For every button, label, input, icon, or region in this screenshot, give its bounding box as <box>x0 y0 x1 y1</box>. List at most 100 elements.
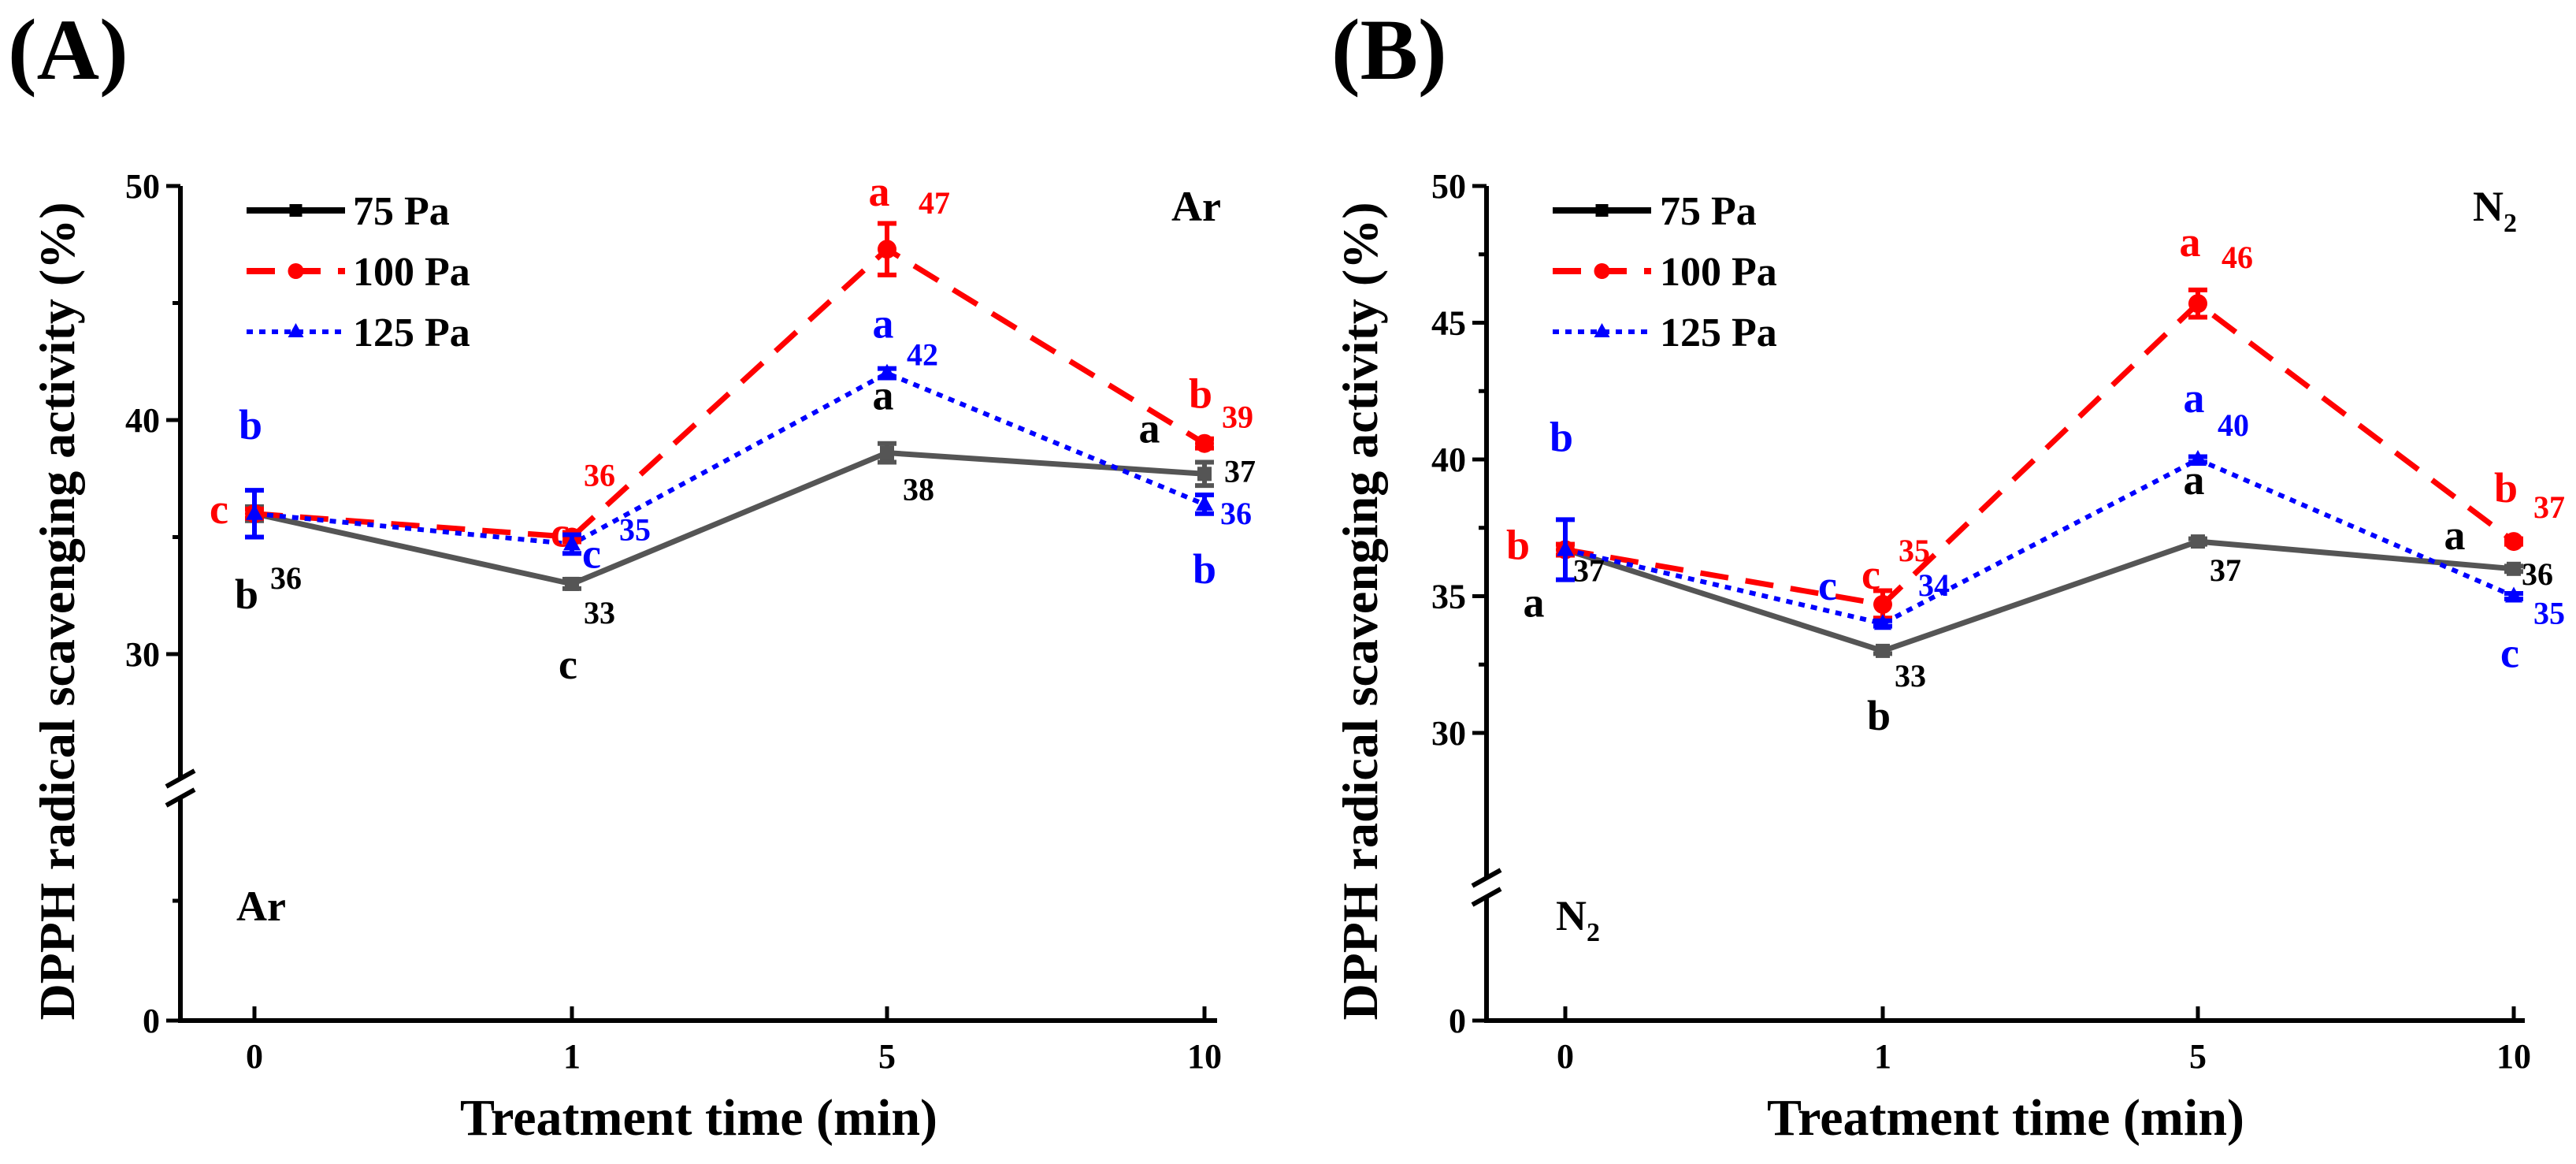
significance-letter: a <box>2184 374 2205 422</box>
x-axis-title: Treatment time (min) <box>460 1089 937 1147</box>
significance-letter: a <box>1139 404 1160 452</box>
axis-break-mark <box>165 768 196 808</box>
significance-letter: a <box>2444 511 2466 559</box>
significance-letter: b <box>1550 414 1573 461</box>
data-point-100-pa <box>2188 294 2207 314</box>
legend-label: 100 Pa <box>353 250 470 295</box>
data-label: 39 <box>1222 400 1253 435</box>
series-line-100-pa <box>254 245 1206 541</box>
chart-panel-0: (A) 0 30 40 50 0 1 5 10 Treatment time (min) DPPH … <box>8 2 1256 1147</box>
x-tick-label: 5 <box>878 1037 896 1076</box>
data-point-125-pa <box>878 363 896 380</box>
x-tick-label: 5 <box>2189 1037 2207 1076</box>
legend-label: 75 Pa <box>1660 189 1757 234</box>
significance-letter: a <box>2180 218 2201 266</box>
data-label: 33 <box>1895 658 1926 694</box>
significance-letter: c <box>1861 551 1880 598</box>
significance-letter: a <box>869 168 890 215</box>
gas-label-bottom: Ar <box>236 883 286 930</box>
y-tick-label: 40 <box>125 401 160 440</box>
significance-letter: c <box>551 509 570 556</box>
gas-label-top: Ar <box>1171 183 1221 230</box>
panel-label: (B) <box>1331 2 1447 98</box>
gas-label-subscript: 2 <box>2504 209 2517 238</box>
data-label: 42 <box>907 337 938 373</box>
data-label: 36 <box>584 458 615 493</box>
data-point-75-pa <box>1197 467 1212 482</box>
axis-break-mark <box>1471 868 1502 907</box>
legend-label: 100 Pa <box>1660 250 1777 295</box>
legend-marker-square-icon <box>1595 204 1609 217</box>
series-line-75-pa <box>254 450 1205 587</box>
significance-letter: b <box>239 401 262 448</box>
significance-letter: b <box>235 571 258 618</box>
legend-marker-square-icon <box>289 204 303 217</box>
data-point-100-pa <box>878 240 896 259</box>
data-label: 38 <box>903 472 934 508</box>
significance-letter: c <box>210 485 228 533</box>
data-label: 35 <box>619 511 651 547</box>
chart-panel-1: (B) 0 30 35 40 45 50 0 1 5 10 Treatment time (min) D… <box>1331 2 2565 1147</box>
y-tick-label: 40 <box>1431 441 1466 479</box>
data-label: 37 <box>2210 552 2241 588</box>
legend-marker-circle-icon <box>288 263 304 279</box>
significance-letter: b <box>1506 522 1530 569</box>
data-point-100-pa <box>1873 594 1892 614</box>
data-label: 37 <box>2533 489 2565 525</box>
x-tick-label: 0 <box>1557 1037 1574 1076</box>
data-label: 46 <box>2222 240 2253 275</box>
series-line-100-pa <box>1565 299 2516 608</box>
y-tick-label: 30 <box>1431 714 1466 753</box>
x-axis-title: Treatment time (min) <box>1767 1089 2244 1147</box>
data-point-125-pa <box>563 534 581 551</box>
y-tick-label: 0 <box>143 1002 160 1040</box>
gas-label-bottom: N2 <box>1556 892 1600 947</box>
x-tick-label: 1 <box>563 1037 581 1076</box>
data-point-125-pa <box>2189 450 2207 466</box>
series-line-125-pa <box>254 370 1206 547</box>
significance-letter: c <box>559 641 577 688</box>
gas-label-subscript: 2 <box>1587 918 1600 947</box>
y-tick-label: 50 <box>125 167 160 206</box>
data-label: 36 <box>2522 556 2553 592</box>
x-tick-label: 10 <box>1187 1037 1222 1076</box>
y-tick-label: 45 <box>1431 304 1466 343</box>
significance-letter: b <box>2494 464 2518 511</box>
data-point-125-pa <box>1874 614 1891 630</box>
y-tick-label: 50 <box>1431 167 1466 206</box>
data-point-125-pa <box>1196 494 1213 511</box>
legend-marker-circle-icon <box>1594 263 1610 279</box>
data-point-100-pa <box>2504 532 2523 552</box>
data-point-75-pa <box>565 576 579 591</box>
gas-label-top: N2 <box>2473 183 2517 238</box>
gas-label-main: N <box>1556 892 1587 939</box>
data-label: 37 <box>1573 553 1605 589</box>
series-line-75-pa <box>1564 538 2515 654</box>
legend-label: 125 Pa <box>353 311 470 355</box>
y-tick-label: 0 <box>1449 1002 1466 1040</box>
data-label: 36 <box>1220 496 1252 531</box>
legend-marker-triangle-icon <box>1594 323 1610 337</box>
data-point-75-pa <box>2507 561 2521 576</box>
y-axis-title: DPPH radical scavenging activity (%) <box>1332 202 1388 1020</box>
y-tick-label: 35 <box>1431 578 1466 616</box>
data-label: 37 <box>1224 453 1256 489</box>
data-point-75-pa <box>2191 534 2205 549</box>
y-axis-title: DPPH radical scavenging activity (%) <box>29 202 85 1020</box>
legend-label: 125 Pa <box>1660 311 1777 355</box>
significance-letter: c <box>582 530 601 577</box>
data-point-100-pa <box>1195 433 1214 453</box>
data-point-125-pa <box>246 504 263 520</box>
data-label: 36 <box>270 560 302 596</box>
gas-label-main: N <box>2473 183 2504 230</box>
data-point-125-pa <box>2505 586 2522 603</box>
significance-letter: b <box>1193 545 1216 593</box>
x-tick-label: 1 <box>1874 1037 1891 1076</box>
significance-letter: c <box>1818 562 1837 609</box>
y-tick-label: 30 <box>125 635 160 674</box>
data-label: 35 <box>1899 533 1930 568</box>
legend-marker-triangle-icon <box>288 323 304 337</box>
significance-letter: a <box>873 300 894 348</box>
data-label: 33 <box>584 595 615 630</box>
